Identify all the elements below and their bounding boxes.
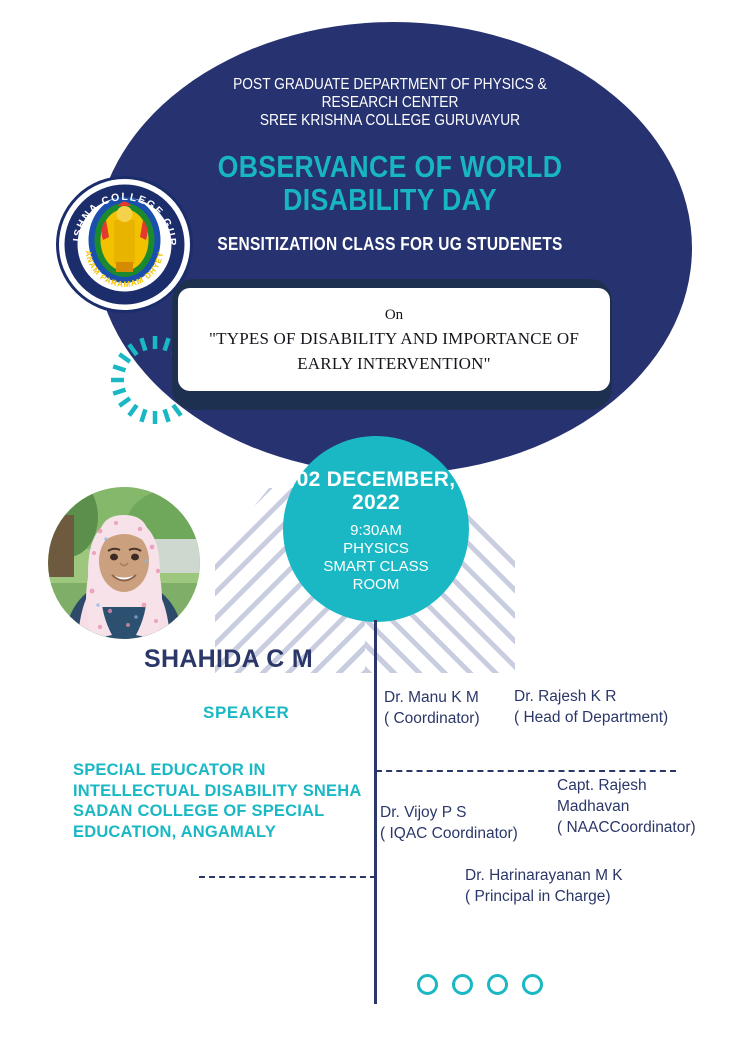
vertical-divider-line	[374, 620, 377, 1004]
dignitary-role: ( NAACCoordinator)	[557, 819, 696, 836]
event-date: 02 DECEMBER, 2022	[297, 468, 456, 514]
dignitary-role: ( Coordinator)	[384, 710, 480, 727]
decorative-ring-icon	[487, 974, 508, 995]
speaker-name: SHAHIDA C M	[144, 645, 314, 673]
venue-line-3: ROOM	[352, 576, 400, 593]
header-text-block: POST GRADUATE DEPARTMENT OF PHYSICS & RE…	[150, 76, 630, 255]
date-venue-circle: 02 DECEMBER, 2022 9:30AM PHYSICS SMART C…	[283, 436, 469, 622]
dignitary-name: Dr. Vijoy P S	[380, 804, 467, 821]
dignitary-head-of-department: Dr. Rajesh K R ( Head of Department)	[514, 686, 668, 728]
decorative-ring-icon	[452, 974, 473, 995]
venue-line-2: SMART CLASS	[323, 558, 429, 575]
dignitary-naac-coordinator: Capt. Rajesh Madhavan ( NAACCoordinator)	[557, 775, 696, 838]
event-date-line-1: 02 DECEMBER,	[296, 468, 456, 491]
dignitary-role: ( Head of Department)	[514, 709, 669, 726]
dignitary-name-line-2: Madhavan	[557, 798, 630, 815]
dignitary-role: ( IQAC Coordinator)	[380, 825, 518, 842]
dignitary-role: ( Principal in Charge)	[465, 888, 611, 905]
decorative-ring-icon	[417, 974, 438, 995]
event-title-line-2: DISABILITY DAY	[283, 182, 497, 217]
org-line-2: RESEARCH CENTER	[321, 94, 459, 111]
bottom-dot-decoration	[417, 974, 543, 995]
dignitary-principal-in-charge: Dr. Harinarayanan M K ( Principal in Cha…	[465, 865, 623, 907]
event-title-line-1: OBSERVANCE OF WORLD	[217, 149, 563, 184]
dignitary-name: Dr. Manu K M	[384, 689, 479, 706]
venue-line-1: PHYSICS	[343, 540, 409, 557]
dashed-divider-right	[376, 770, 676, 772]
speaker-affiliation: SPECIAL EDUCATOR IN INTELLECTUAL DISABIL…	[73, 761, 361, 841]
dignitary-iqac-coordinator: Dr. Vijoy P S ( IQAC Coordinator)	[380, 802, 518, 844]
org-line-3: SREE KRISHNA COLLEGE GURUVAYUR	[259, 112, 521, 129]
topic-title-line-1: "TYPES OF DISABILITY AND IMPORTANCE OF	[209, 328, 579, 348]
event-title: OBSERVANCE OF WORLD DISABILITY DAY	[150, 150, 630, 216]
topic-title-line-2: EARLY INTERVENTION"	[297, 353, 491, 373]
dignitary-name-line-1: Capt. Rajesh	[557, 777, 647, 794]
topic-title: "TYPES OF DISABILITY AND IMPORTANCE OF E…	[209, 326, 579, 376]
speaker-portrait-photo	[48, 487, 200, 639]
speaker-role-label: SPEAKER	[203, 703, 290, 722]
org-line-1: POST GRADUATE DEPARTMENT OF PHYSICS &	[233, 76, 547, 93]
event-subtitle: SENSITIZATION CLASS FOR UG STUDENETS	[217, 234, 563, 254]
dignitary-name: Dr. Rajesh K R	[514, 688, 617, 705]
dignitary-name: Dr. Harinarayanan M K	[465, 867, 623, 884]
dignitary-coordinator: Dr. Manu K M ( Coordinator)	[384, 687, 480, 729]
event-time: 9:30AM	[350, 522, 402, 539]
event-date-line-2: 2022	[352, 491, 400, 514]
topic-on-label: On	[384, 306, 404, 323]
topic-box: On "TYPES OF DISABILITY AND IMPORTANCE O…	[178, 288, 610, 391]
sree-krishna-college-logo-icon: SREE KRISHNA COLLEGE GURUVAYUR • GYANAM …	[56, 176, 193, 313]
dashed-divider-left	[199, 876, 376, 878]
speaker-portrait-illustration	[48, 487, 200, 639]
decorative-ring-icon	[522, 974, 543, 995]
event-venue: 9:30AM PHYSICS SMART CLASS ROOM	[323, 522, 428, 594]
